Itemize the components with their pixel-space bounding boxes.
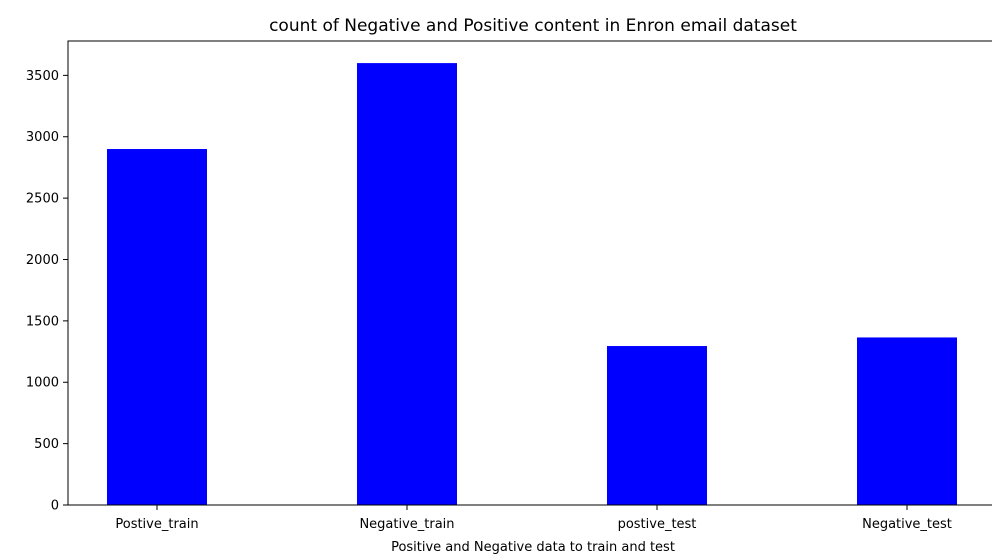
y-tick-label: 2000 — [26, 253, 59, 268]
y-axis-ticks: 0 500 1000 1500 2000 2500 3000 3500 — [26, 69, 68, 514]
bar-postive-test — [607, 346, 707, 505]
bar-negative-train — [357, 63, 457, 505]
x-tick-label: postive_test — [618, 517, 697, 532]
y-tick-label: 2500 — [26, 192, 59, 207]
y-tick-label: 500 — [34, 437, 59, 452]
x-tick-label: Negative_train — [359, 517, 454, 532]
bar-postive-train — [107, 149, 207, 505]
x-axis-label: Positive and Negative data to train and … — [391, 540, 675, 555]
plot-frame — [67, 40, 992, 506]
bar-negative-test — [857, 337, 957, 505]
y-tick-label: 3000 — [26, 130, 59, 145]
x-axis-ticks: Postive_train Negative_train postive_test N… — [115, 505, 952, 532]
y-tick-label: 1500 — [26, 314, 59, 329]
x-tick-label: Negative_test — [862, 517, 952, 532]
chart-title: count of Negative and Positive content i… — [269, 16, 797, 36]
y-tick-label: 3500 — [26, 69, 59, 84]
y-tick-label: 0 — [51, 499, 59, 514]
bars — [107, 63, 957, 505]
x-tick-label: Postive_train — [115, 517, 198, 532]
y-tick-label: 1000 — [26, 376, 59, 391]
